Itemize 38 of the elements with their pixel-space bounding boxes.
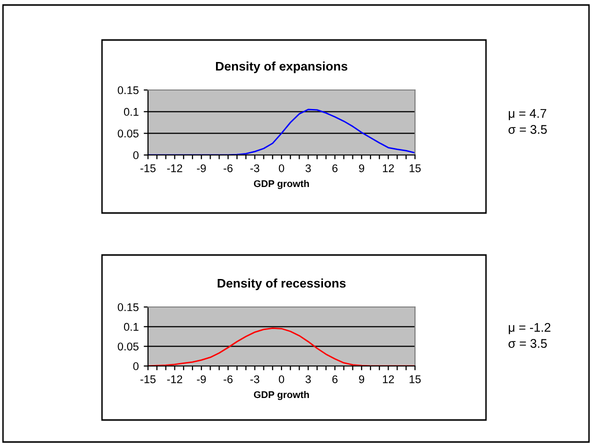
- y-tick-label: 0.1: [124, 322, 138, 331]
- x-axis-title: GDP growth: [254, 180, 309, 190]
- x-tick-label: -15: [140, 164, 156, 172]
- x-tick-label: 9: [359, 375, 364, 384]
- x-tick-label: -6: [224, 375, 233, 384]
- text: μ = -1.2: [508, 322, 550, 334]
- x-tick-label: 3: [306, 375, 311, 384]
- x-tick-label: 6: [332, 375, 338, 384]
- chart-title: Density of expansions: [216, 61, 348, 74]
- x-tick-label: 15: [410, 164, 421, 172]
- x-tick-label: 3: [306, 164, 311, 172]
- y-tick-label: 0.1: [124, 108, 138, 116]
- x-tick-label: 0: [278, 164, 284, 172]
- text: μ = 4.7: [508, 109, 546, 120]
- x-axis-title: GDP growth: [254, 390, 309, 400]
- x-tick-label: 9: [359, 164, 364, 172]
- x-tick-label: -15: [140, 375, 156, 384]
- x-tick-label: -3: [250, 164, 260, 172]
- x-tick-label: -9: [196, 164, 206, 172]
- y-tick-label: 0.15: [118, 303, 139, 312]
- y-tick-label: 0.15: [118, 86, 139, 94]
- x-tick-label: -12: [167, 375, 182, 384]
- x-tick-label: -3: [250, 375, 260, 384]
- y-tick-label: 0.05: [118, 342, 139, 350]
- x-tick-label: 15: [410, 375, 421, 384]
- y-tick-label: 0: [133, 151, 139, 160]
- text: σ = 3.5: [508, 339, 547, 348]
- y-tick-label: 0: [133, 362, 139, 370]
- x-tick-label: 0: [278, 375, 284, 384]
- x-tick-label: 12: [382, 164, 394, 172]
- x-tick-label: 12: [382, 375, 394, 384]
- chart-title: Density of recessions: [218, 278, 346, 290]
- x-tick-label: -9: [196, 375, 206, 384]
- y-tick-label: 0.05: [118, 130, 139, 138]
- x-tick-label: -6: [224, 164, 233, 172]
- text: σ = 3.5: [508, 125, 547, 134]
- x-tick-label: 6: [332, 164, 338, 172]
- x-tick-label: -12: [167, 164, 182, 172]
